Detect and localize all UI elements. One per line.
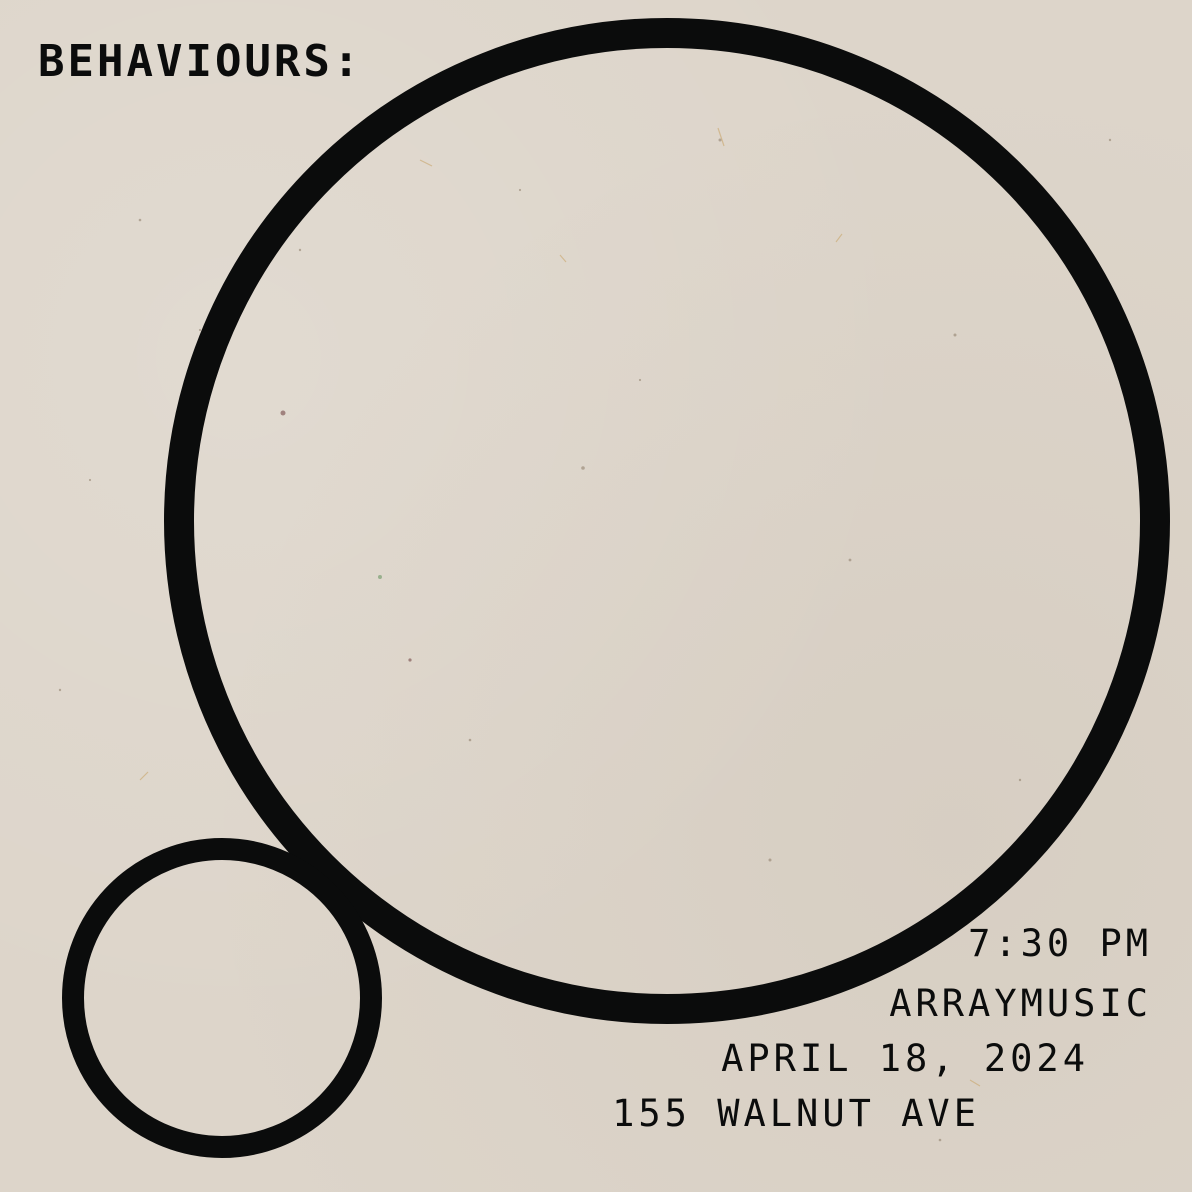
event-address: 155 WALNUT AVE (612, 1092, 980, 1135)
event-time: 7:30 PM (968, 922, 1152, 965)
poster-title: BEHAVIOURS: (38, 36, 363, 87)
small-circle (62, 838, 382, 1158)
event-date: APRIL 18, 2024 (721, 1037, 1089, 1080)
large-circle (164, 18, 1170, 1024)
event-venue: ARRAYMUSIC (889, 982, 1152, 1025)
